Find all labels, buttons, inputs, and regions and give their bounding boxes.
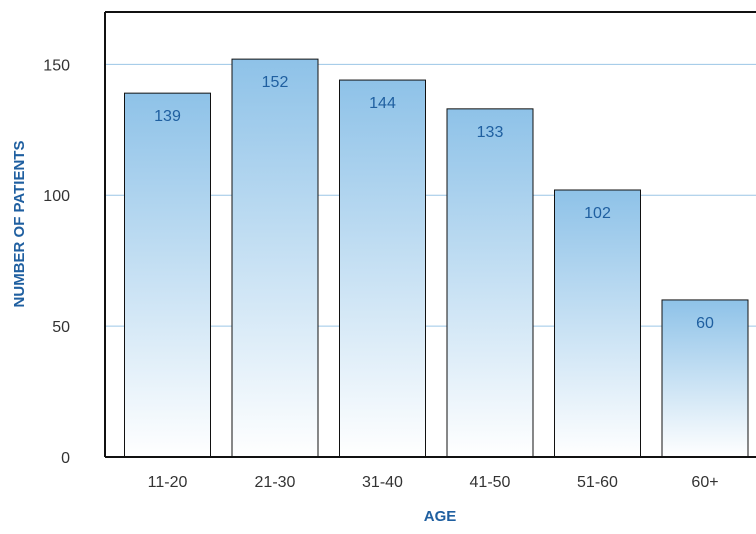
x-axis-title: AGE (424, 508, 457, 525)
y-tick-label: 150 (43, 57, 70, 74)
bar-31-40 (339, 79, 426, 458)
y-axis-title: NUMBER OF PATIENTS (11, 141, 28, 308)
data-label-60+: 60 (696, 315, 714, 332)
x-tick-label-31-40: 31-40 (362, 474, 403, 491)
y-tick-label: 0 (61, 450, 70, 467)
y-tick-label: 50 (52, 319, 70, 336)
data-label-41-50: 133 (477, 124, 504, 141)
gridlines (105, 63, 756, 327)
bar-60+ (661, 299, 749, 458)
data-label-21-30: 152 (262, 74, 289, 91)
x-tick-label-21-30: 21-30 (255, 474, 296, 491)
x-tick-label-41-50: 41-50 (470, 474, 511, 491)
bar-41-50 (446, 108, 534, 458)
x-tick-label-60+: 60+ (691, 474, 718, 491)
data-label-51-60: 102 (584, 205, 611, 222)
x-tick-label-11-20: 11-20 (148, 474, 188, 491)
bars (124, 58, 749, 458)
data-labels: 139 152 144 133 102 60 (154, 74, 714, 332)
y-tick-label: 100 (43, 188, 70, 205)
bar-51-60 (554, 189, 641, 458)
data-label-31-40: 144 (369, 95, 396, 112)
bar-21-30 (231, 58, 319, 458)
x-tick-label-51-60: 51-60 (577, 474, 618, 491)
bar-11-20 (124, 92, 211, 458)
y-tick-labels: 0 50 100 150 (43, 57, 70, 467)
x-tick-labels: 11-20 21-30 31-40 41-50 51-60 60+ (148, 474, 719, 491)
data-label-11-20: 139 (154, 108, 181, 125)
plot-frame (104, 11, 756, 458)
